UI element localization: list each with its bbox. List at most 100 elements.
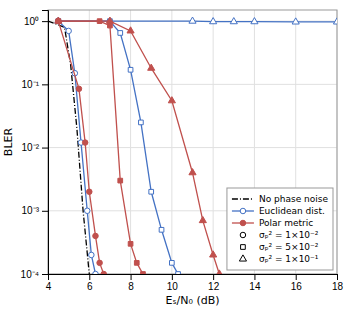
legend-label: σₚ² = 1×10⁻¹ xyxy=(259,254,319,264)
x-axis: 4 6 8 10 12 14 16 18 xyxy=(46,274,344,292)
tick-mark xyxy=(296,274,297,280)
tick-mark xyxy=(89,274,90,280)
tick-label: 6 xyxy=(87,281,93,292)
marker xyxy=(118,178,123,183)
grid-line xyxy=(171,10,172,274)
marker xyxy=(230,18,237,24)
tick-mark xyxy=(42,274,48,275)
tick-label: 16 xyxy=(291,281,303,292)
tick-mark xyxy=(42,211,48,212)
tick-mark xyxy=(131,274,132,280)
marker xyxy=(189,169,196,175)
tick: 8 xyxy=(128,274,134,292)
legend-box xyxy=(227,188,333,270)
legend-label: σₚ² = 5×10⁻² xyxy=(259,242,319,252)
tick-label: 4 xyxy=(46,281,52,292)
tick-label: 10⁰ xyxy=(24,16,39,27)
legend-label: No phase noise xyxy=(259,194,329,204)
marker xyxy=(168,97,175,103)
marker xyxy=(89,252,95,258)
tick: 12 xyxy=(208,274,220,292)
marker xyxy=(292,18,299,24)
series-line xyxy=(48,21,89,274)
grid-line xyxy=(130,10,131,274)
marker xyxy=(159,227,164,232)
series xyxy=(56,19,180,274)
tick: 14 xyxy=(249,274,261,292)
tick-mark xyxy=(254,274,255,280)
tick-label: 12 xyxy=(208,281,220,292)
tick: 18 xyxy=(332,274,344,292)
series xyxy=(56,19,145,274)
marker xyxy=(66,28,72,34)
marker xyxy=(87,189,93,195)
marker xyxy=(128,241,133,246)
marker xyxy=(128,67,133,72)
series-line xyxy=(58,21,95,274)
marker xyxy=(108,23,113,28)
marker xyxy=(93,233,99,239)
series xyxy=(48,21,89,274)
plot: 4 6 8 10 12 14 16 18 10⁻⁴ 10⁻³ 10⁻² 10⁻¹ 10⁰ No phase… xyxy=(21,10,344,292)
tick-mark xyxy=(213,274,214,280)
grid xyxy=(48,10,337,274)
tick-mark xyxy=(172,274,173,280)
marker xyxy=(118,31,123,36)
tick-mark xyxy=(42,84,48,85)
tick: 10⁻¹ xyxy=(22,79,48,90)
marker xyxy=(55,17,62,23)
tick: 10⁰ xyxy=(24,16,48,27)
marker xyxy=(189,17,196,23)
series-line xyxy=(58,21,143,274)
legend-item: Euclidean dist. xyxy=(232,206,325,216)
legend-item: No phase noise xyxy=(232,194,329,204)
marker xyxy=(149,189,154,194)
plot-frame xyxy=(48,10,337,274)
marker xyxy=(76,86,82,92)
legend-marker xyxy=(240,220,246,226)
tick: 10 xyxy=(167,274,179,292)
marker xyxy=(216,270,223,274)
marker xyxy=(127,27,134,33)
legend-item: σₚ² = 1×10⁻¹ xyxy=(239,254,318,264)
x-axis-title: Eₛ/N₀ (dB) xyxy=(165,294,219,307)
marker xyxy=(134,261,139,266)
marker xyxy=(170,261,175,266)
tick-label: 14 xyxy=(249,281,261,292)
tick: 10⁻³ xyxy=(22,205,48,216)
grid-line xyxy=(213,10,214,274)
legend-item: σₚ² = 1×10⁻² xyxy=(240,230,319,240)
tick-mark xyxy=(42,148,48,149)
axis-line xyxy=(49,275,338,281)
legend-item: Polar metric xyxy=(232,218,313,228)
legend-label: Polar metric xyxy=(259,218,313,228)
marker xyxy=(210,18,217,24)
marker xyxy=(199,216,206,222)
tick-label: 18 xyxy=(332,281,344,292)
legend-marker xyxy=(239,255,246,261)
marker xyxy=(141,272,146,274)
marker xyxy=(333,18,337,24)
tick-label: 10⁻¹ xyxy=(22,79,40,90)
legend-marker xyxy=(240,232,246,238)
tick-label: 10⁻³ xyxy=(22,205,40,216)
series-line xyxy=(58,21,219,274)
series xyxy=(56,18,99,274)
tick: 10⁻² xyxy=(22,142,48,153)
marker xyxy=(251,18,258,24)
marker xyxy=(176,272,181,274)
marker xyxy=(55,17,62,23)
marker xyxy=(106,17,113,23)
series-line xyxy=(58,21,178,274)
tick: 16 xyxy=(291,274,303,292)
tick-label: 10⁻² xyxy=(22,142,40,153)
tick-label: 10⁻⁴ xyxy=(21,269,39,280)
marker xyxy=(139,120,144,125)
marker xyxy=(93,271,99,274)
tick-label: 10 xyxy=(167,281,179,292)
y-axis-title: BLER xyxy=(2,128,15,157)
y-axis: 10⁻⁴ 10⁻³ 10⁻² 10⁻¹ 10⁰ xyxy=(21,11,49,280)
grid-line xyxy=(48,84,337,85)
tick: 10⁻⁴ xyxy=(21,269,48,280)
tick: 4 xyxy=(46,274,52,292)
